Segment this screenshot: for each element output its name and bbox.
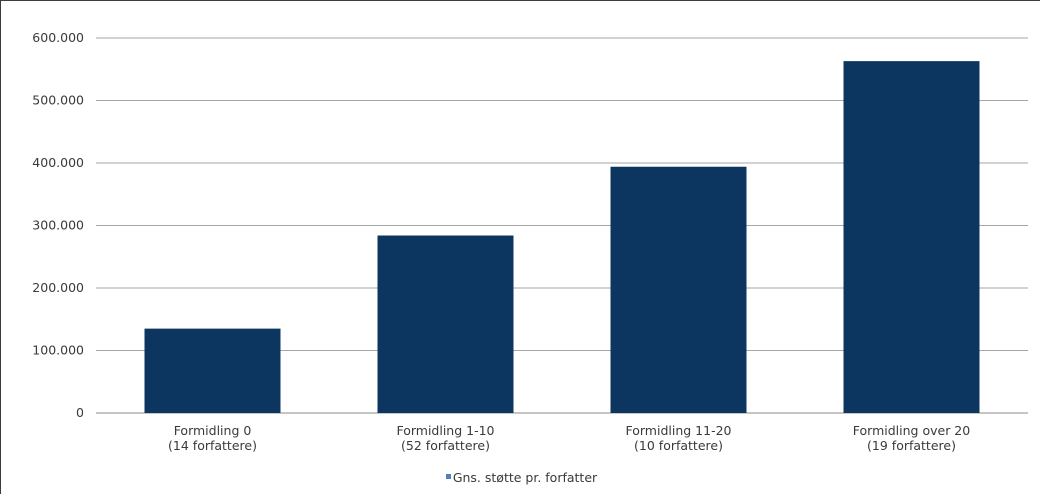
x-axis-labels: Formidling 0(14 forfattere) Formidling 1-…: [168, 423, 970, 453]
x-tick-label: Formidling 11-20: [626, 423, 732, 438]
y-tick-label: 400.000: [32, 155, 84, 170]
y-tick-label: 500.000: [32, 93, 84, 108]
x-tick-label: (14 forfattere): [168, 438, 257, 453]
x-tick-label: (10 forfattere): [634, 438, 723, 453]
y-axis-ticks: 0 100.000 200.000 300.000 400.000 500.000 600.…: [32, 30, 84, 420]
x-tick-label: (19 forfattere): [867, 438, 956, 453]
y-tick-label: 600.000: [32, 30, 84, 45]
bar: [610, 166, 747, 413]
bars: [144, 61, 980, 413]
y-tick-label: 0: [76, 405, 84, 420]
x-tick-label: Formidling 1-10: [396, 423, 494, 438]
legend: Gns. støtte pr. forfatter: [0, 470, 1043, 485]
legend-marker: [445, 474, 451, 479]
legend-label: Gns. støtte pr. forfatter: [452, 470, 598, 485]
x-tick-label: Formidling over 20: [853, 423, 970, 438]
bar: [144, 328, 281, 413]
y-tick-label: 200.000: [32, 280, 84, 295]
bar: [843, 61, 980, 413]
y-tick-label: 100.000: [32, 343, 84, 358]
x-tick-label: (52 forfattere): [401, 438, 490, 453]
x-tick-label: Formidling 0: [174, 423, 252, 438]
bar: [377, 235, 514, 413]
y-tick-label: 300.000: [32, 218, 84, 233]
